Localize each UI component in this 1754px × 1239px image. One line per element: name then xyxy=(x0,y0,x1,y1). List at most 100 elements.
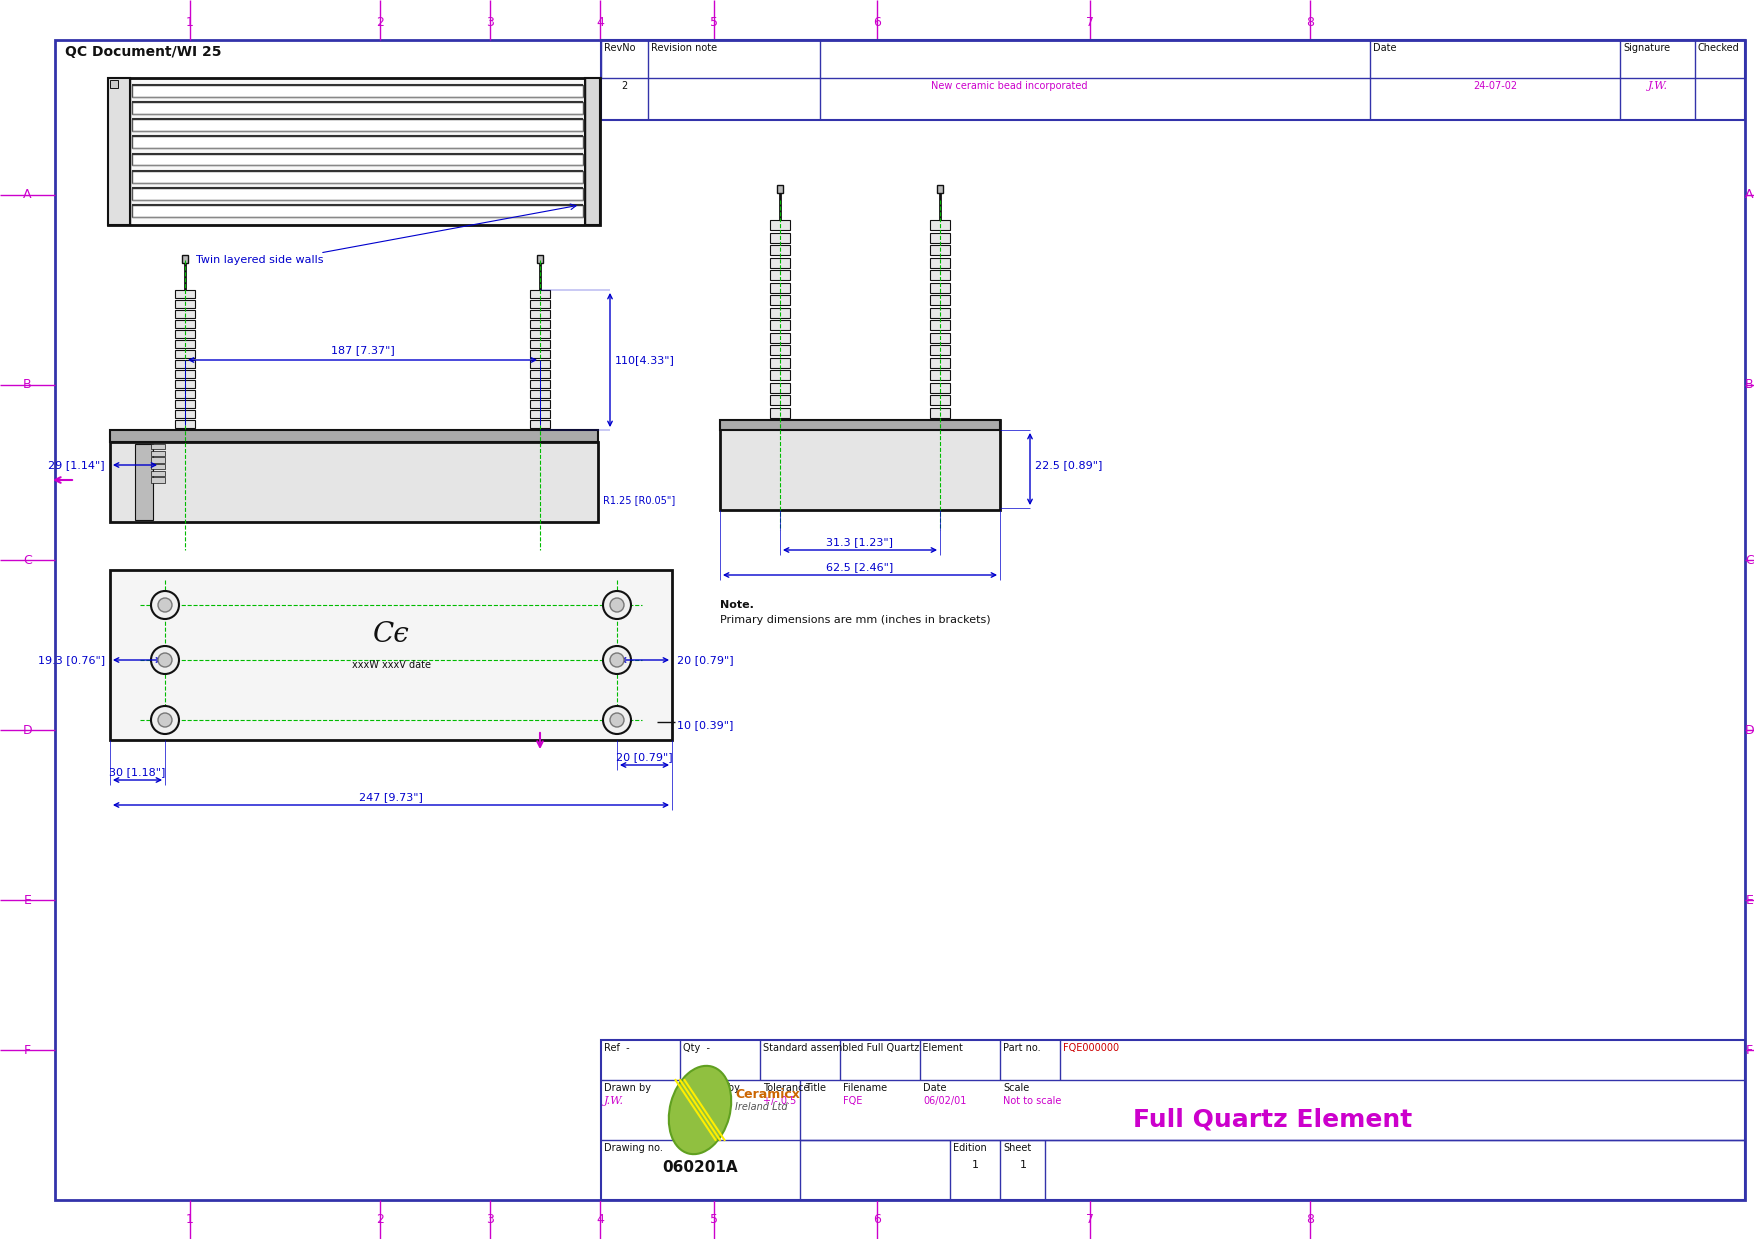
Text: A: A xyxy=(23,188,32,202)
Bar xyxy=(770,295,789,305)
Bar xyxy=(930,358,951,368)
Text: 3: 3 xyxy=(486,16,495,28)
Text: 62.5 [2.46"]: 62.5 [2.46"] xyxy=(826,563,893,572)
Bar xyxy=(182,255,188,263)
Bar xyxy=(770,395,789,405)
Text: Full Quartz Element: Full Quartz Element xyxy=(1133,1108,1412,1132)
Bar xyxy=(175,361,195,368)
Text: Checked: Checked xyxy=(1698,43,1740,53)
Bar xyxy=(111,570,672,740)
Bar xyxy=(930,282,951,292)
Bar xyxy=(530,349,551,358)
Text: 7: 7 xyxy=(1086,16,1094,28)
Bar xyxy=(132,85,582,97)
Text: 187 [7.37"]: 187 [7.37"] xyxy=(330,344,395,356)
Bar xyxy=(175,320,195,328)
Bar xyxy=(930,258,951,268)
Text: J.W.: J.W. xyxy=(603,1097,624,1106)
Text: 20 [0.79"]: 20 [0.79"] xyxy=(677,655,733,665)
Bar xyxy=(770,245,789,255)
Bar xyxy=(530,290,551,299)
Circle shape xyxy=(610,598,624,612)
Bar xyxy=(719,420,1000,510)
Text: 1: 1 xyxy=(1019,1160,1026,1170)
Circle shape xyxy=(603,591,631,620)
Text: Filename: Filename xyxy=(844,1083,888,1093)
Circle shape xyxy=(151,646,179,674)
Bar xyxy=(175,290,195,299)
Text: Revision note: Revision note xyxy=(651,43,717,53)
Bar xyxy=(151,457,165,462)
Text: FQE000000: FQE000000 xyxy=(1063,1043,1119,1053)
Bar xyxy=(530,420,551,429)
Text: Twin layered side walls: Twin layered side walls xyxy=(196,255,324,265)
Bar xyxy=(930,221,951,230)
Text: Not to scale: Not to scale xyxy=(1003,1097,1061,1106)
Bar xyxy=(530,339,551,348)
Bar xyxy=(111,81,118,88)
Circle shape xyxy=(158,598,172,612)
Text: Qty  -: Qty - xyxy=(682,1043,710,1053)
Bar xyxy=(930,245,951,255)
Text: 8: 8 xyxy=(1307,16,1314,28)
Text: 2: 2 xyxy=(375,1213,384,1227)
Bar xyxy=(770,270,789,280)
Bar xyxy=(130,78,586,225)
Text: 2: 2 xyxy=(621,81,628,90)
Bar xyxy=(602,40,1745,78)
Bar xyxy=(777,185,782,193)
Bar xyxy=(930,344,951,356)
Bar xyxy=(530,400,551,408)
Text: E: E xyxy=(23,893,32,907)
Bar xyxy=(135,444,153,520)
Text: 5: 5 xyxy=(710,1213,717,1227)
Bar xyxy=(530,380,551,388)
Bar xyxy=(530,320,551,328)
Bar xyxy=(770,233,789,243)
Bar xyxy=(175,400,195,408)
Text: Cє: Cє xyxy=(372,622,409,648)
Circle shape xyxy=(158,712,172,727)
Text: F: F xyxy=(25,1043,32,1057)
Text: D: D xyxy=(23,724,32,736)
Text: Standard assembled Full Quartz Element: Standard assembled Full Quartz Element xyxy=(763,1043,963,1053)
Text: Drawn by: Drawn by xyxy=(603,1083,651,1093)
Ellipse shape xyxy=(668,1066,731,1155)
Text: J.W.: J.W. xyxy=(1647,81,1668,90)
Text: 1: 1 xyxy=(186,1213,195,1227)
Bar xyxy=(537,255,544,263)
Text: C: C xyxy=(1745,554,1754,566)
Bar xyxy=(770,344,789,356)
Bar xyxy=(175,410,195,419)
Text: 1: 1 xyxy=(972,1160,979,1170)
Bar xyxy=(602,40,1745,120)
Bar xyxy=(770,282,789,292)
Circle shape xyxy=(151,706,179,733)
Text: E: E xyxy=(1745,893,1754,907)
Circle shape xyxy=(610,653,624,667)
Bar xyxy=(770,307,789,317)
Bar xyxy=(930,395,951,405)
Text: 19.3 [0.76"]: 19.3 [0.76"] xyxy=(39,655,105,665)
Bar xyxy=(151,451,165,456)
Text: Checked by: Checked by xyxy=(682,1083,740,1093)
Bar xyxy=(770,370,789,380)
Text: 3: 3 xyxy=(486,1213,495,1227)
Bar xyxy=(937,185,944,193)
Text: 247 [9.73"]: 247 [9.73"] xyxy=(360,792,423,802)
Bar xyxy=(175,380,195,388)
Bar xyxy=(132,204,582,217)
Text: 7: 7 xyxy=(1086,1213,1094,1227)
Text: 24-07-02: 24-07-02 xyxy=(1473,81,1517,90)
Text: R1.25 [R0.05"]: R1.25 [R0.05"] xyxy=(603,496,675,506)
Text: Drawing no.: Drawing no. xyxy=(603,1144,663,1154)
Bar xyxy=(151,444,165,450)
Bar xyxy=(530,410,551,419)
Text: 31.3 [1.23"]: 31.3 [1.23"] xyxy=(826,536,893,546)
Bar xyxy=(770,320,789,331)
Text: Tolerance: Tolerance xyxy=(763,1083,810,1093)
Text: QC Document/WI 25: QC Document/WI 25 xyxy=(65,45,221,59)
Text: 4: 4 xyxy=(596,16,603,28)
Bar xyxy=(530,390,551,398)
Bar xyxy=(930,233,951,243)
